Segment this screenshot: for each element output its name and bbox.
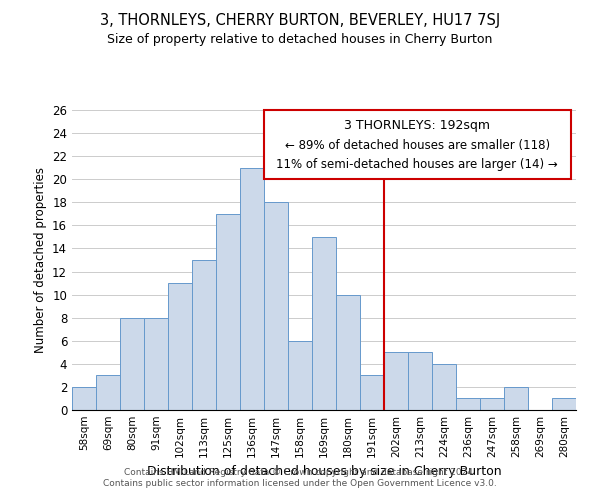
Bar: [288, 341, 312, 410]
Bar: [456, 398, 480, 410]
Bar: [192, 260, 216, 410]
Bar: [432, 364, 456, 410]
Bar: [504, 387, 528, 410]
Bar: [168, 283, 192, 410]
Bar: [144, 318, 168, 410]
Text: 3 THORNLEYS: 192sqm: 3 THORNLEYS: 192sqm: [344, 119, 490, 132]
Text: 3, THORNLEYS, CHERRY BURTON, BEVERLEY, HU17 7SJ: 3, THORNLEYS, CHERRY BURTON, BEVERLEY, H…: [100, 12, 500, 28]
Text: Contains HM Land Registry data © Crown copyright and database right 2024.
Contai: Contains HM Land Registry data © Crown c…: [103, 468, 497, 487]
FancyBboxPatch shape: [263, 110, 571, 179]
Bar: [72, 387, 96, 410]
Text: ← 89% of detached houses are smaller (118): ← 89% of detached houses are smaller (11…: [284, 138, 550, 151]
Bar: [360, 376, 384, 410]
Bar: [384, 352, 408, 410]
Text: Size of property relative to detached houses in Cherry Burton: Size of property relative to detached ho…: [107, 32, 493, 46]
Bar: [216, 214, 240, 410]
Bar: [480, 398, 504, 410]
Bar: [96, 376, 120, 410]
Bar: [336, 294, 360, 410]
Bar: [312, 237, 336, 410]
Text: 11% of semi-detached houses are larger (14) →: 11% of semi-detached houses are larger (…: [277, 158, 558, 172]
Y-axis label: Number of detached properties: Number of detached properties: [34, 167, 47, 353]
Bar: [120, 318, 144, 410]
Bar: [264, 202, 288, 410]
Bar: [552, 398, 576, 410]
X-axis label: Distribution of detached houses by size in Cherry Burton: Distribution of detached houses by size …: [146, 466, 502, 478]
Bar: [408, 352, 432, 410]
Bar: [240, 168, 264, 410]
